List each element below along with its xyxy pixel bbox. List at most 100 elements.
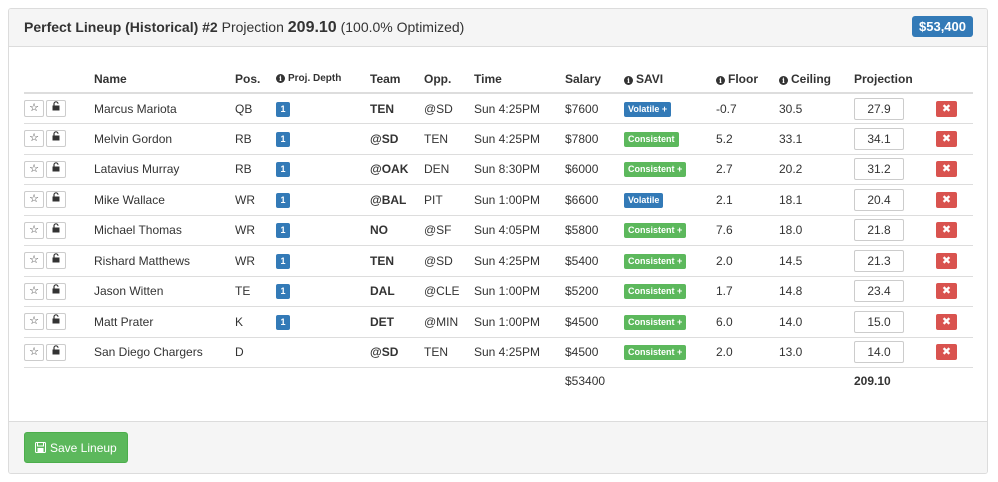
remove-icon[interactable]: ✖ [936, 252, 957, 269]
player-name: Rishard Matthews [94, 245, 235, 277]
player-opp: @SD [424, 93, 474, 124]
game-time: Sun 1:00PM [474, 306, 565, 338]
player-salary: $4500 [565, 337, 624, 368]
player-opp: @SD [424, 245, 474, 277]
player-floor: 2.7 [716, 154, 779, 185]
info-icon[interactable]: i [779, 75, 788, 85]
lock-icon[interactable] [46, 160, 66, 178]
total-projection: 209.10 [854, 373, 891, 388]
game-time: Sun 4:05PM [474, 215, 565, 246]
remove-icon[interactable]: ✖ [936, 130, 957, 147]
player-name: Latavius Murray [94, 154, 235, 185]
table-row: ☆ Melvin Gordon RB 1 @SD TEN Sun 4:25PM $7800 Co… [24, 123, 973, 155]
star-icon[interactable]: ☆ [24, 191, 44, 209]
player-name: Melvin Gordon [94, 123, 235, 155]
game-time: Sun 4:25PM [474, 123, 565, 155]
player-team: DAL [370, 276, 424, 307]
table-row: ☆ Michael Thomas WR 1 NO @SF Sun 4:05PM $5800 Co… [24, 215, 973, 246]
projection-input[interactable] [854, 158, 904, 181]
remove-icon[interactable]: ✖ [936, 344, 957, 361]
lock-icon[interactable] [46, 313, 66, 331]
player-team: NO [370, 215, 424, 246]
lock-icon[interactable] [46, 130, 66, 148]
star-icon[interactable]: ☆ [24, 160, 44, 178]
player-ceiling: 33.1 [779, 123, 854, 155]
projection-input[interactable] [854, 341, 904, 364]
lock-icon[interactable] [46, 191, 66, 209]
projection-input[interactable] [854, 188, 904, 211]
table-header-row: Name Pos. i Proj. Depth Team Opp. Time Sa… [24, 67, 973, 94]
name-header: Name [94, 67, 235, 94]
star-icon[interactable]: ☆ [24, 130, 44, 148]
projection-input[interactable] [854, 127, 904, 150]
player-depth: 1 [276, 306, 370, 338]
depth-badge: 1 [276, 162, 290, 178]
player-floor: 1.7 [716, 276, 779, 307]
lock-icon[interactable] [46, 221, 66, 239]
player-opp: @SF [424, 215, 474, 246]
game-time: Sun 1:00PM [474, 184, 565, 216]
player-depth: 1 [276, 93, 370, 124]
time-header: Time [474, 67, 565, 94]
star-icon[interactable]: ☆ [24, 252, 44, 270]
save-lineup-button[interactable]: Save Lineup [24, 432, 128, 463]
info-icon[interactable]: i [716, 75, 725, 85]
remove-icon[interactable]: ✖ [936, 100, 957, 117]
player-pos: RB [235, 123, 276, 155]
savi-header: i SAVI [624, 67, 716, 94]
player-floor: 2.0 [716, 337, 779, 368]
player-team: DET [370, 306, 424, 338]
projection-input[interactable] [854, 310, 904, 333]
star-icon[interactable]: ☆ [24, 221, 44, 239]
savi-badge: Consistent + [624, 223, 687, 239]
lineup-panel: Perfect Lineup (Historical) #2 Projectio… [8, 8, 988, 474]
salary-badge: $53,400 [912, 16, 973, 37]
player-floor: 5.2 [716, 123, 779, 155]
player-name: Jason Witten [94, 276, 235, 307]
remove-icon[interactable]: ✖ [936, 222, 957, 239]
projection-input[interactable] [854, 97, 904, 120]
info-icon[interactable]: i [276, 74, 285, 83]
star-icon[interactable]: ☆ [24, 100, 44, 117]
salary-header: Salary [565, 67, 624, 94]
panel-header: Perfect Lineup (Historical) #2 Projectio… [9, 9, 987, 47]
projection-input[interactable] [854, 219, 904, 242]
remove-icon[interactable]: ✖ [936, 313, 957, 330]
player-depth: 1 [276, 215, 370, 246]
player-salary: $5400 [565, 245, 624, 277]
player-floor: 2.0 [716, 245, 779, 277]
savi-badge: Consistent + [624, 314, 687, 330]
info-icon[interactable]: i [624, 75, 633, 85]
savi-header-label: SAVI [636, 71, 664, 86]
star-icon[interactable]: ☆ [24, 282, 44, 300]
depth-badge: 1 [276, 131, 290, 147]
depth-header-label: Proj. Depth [288, 73, 342, 84]
player-pos: K [235, 306, 276, 338]
table-row: ☆ Latavius Murray RB 1 @OAK DEN Sun 8:30PM $600… [24, 154, 973, 185]
projection-input[interactable] [854, 249, 904, 272]
player-floor: 7.6 [716, 215, 779, 246]
savi-badge: Consistent + [624, 345, 687, 361]
team-header: Team [370, 67, 424, 94]
lock-icon[interactable] [46, 100, 66, 117]
star-icon[interactable]: ☆ [24, 343, 44, 361]
player-pos: WR [235, 184, 276, 216]
remove-icon[interactable]: ✖ [936, 191, 957, 208]
remove-icon[interactable]: ✖ [936, 161, 957, 178]
lock-icon[interactable] [46, 282, 66, 300]
player-opp: @CLE [424, 276, 474, 307]
remove-icon[interactable]: ✖ [936, 283, 957, 300]
player-team: TEN [370, 93, 424, 124]
lock-icon[interactable] [46, 343, 66, 361]
projection-input[interactable] [854, 280, 904, 303]
star-icon[interactable]: ☆ [24, 313, 44, 331]
player-pos: D [235, 337, 276, 368]
table-row: ☆ Marcus Mariota QB 1 TEN @SD Sun 4:25PM $7600 V… [24, 93, 973, 124]
actions-header [24, 67, 94, 94]
total-salary: $53400 [565, 373, 606, 388]
ceiling-header: i Ceiling [779, 67, 854, 94]
depth-badge: 1 [276, 314, 290, 330]
lock-icon[interactable] [46, 252, 66, 270]
player-ceiling: 14.0 [779, 306, 854, 338]
player-ceiling: 14.8 [779, 276, 854, 307]
